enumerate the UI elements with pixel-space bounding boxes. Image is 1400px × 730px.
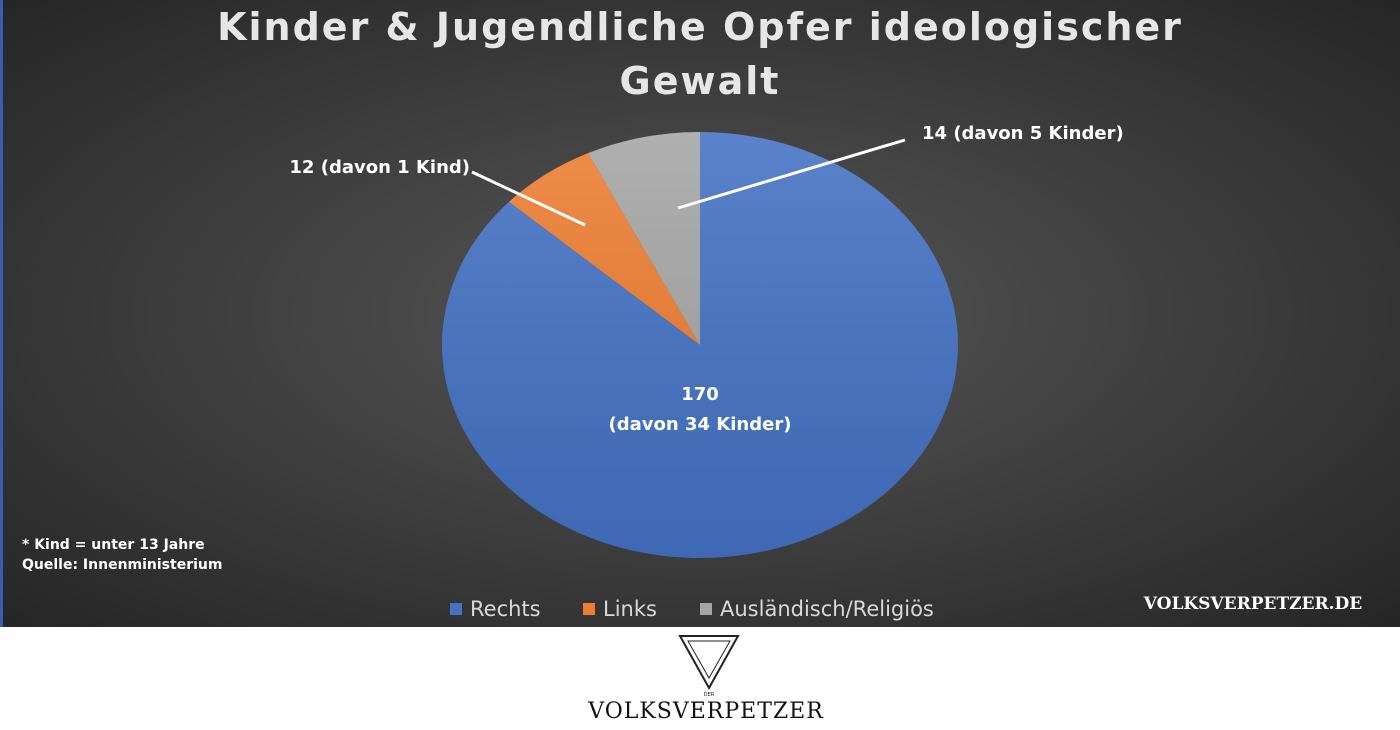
logo-text: VOLKSVERPETZER bbox=[587, 699, 824, 724]
note: * Kind = unter 13 Jahre bbox=[22, 537, 205, 553]
logo-triangle bbox=[678, 635, 740, 691]
chart-title: Kinder & Jugendliche Opfer ideologischer… bbox=[217, 5, 1183, 103]
watermark: VOLKSVERPETZER.DE bbox=[1143, 594, 1363, 614]
pie bbox=[441, 132, 958, 559]
legend-swatch bbox=[450, 603, 462, 615]
legend-swatch bbox=[583, 603, 595, 615]
data-label: 170 (davon 34 Kinder) bbox=[608, 384, 792, 435]
legend-swatch bbox=[700, 603, 712, 615]
data-label: 12 (davon 1 Kind) bbox=[289, 157, 470, 178]
logo-triangle-inner bbox=[687, 640, 731, 680]
legend-label: Ausländisch/Religiös bbox=[720, 597, 934, 621]
data-label: 14 (davon 5 Kinder) bbox=[922, 123, 1124, 144]
legend-label: Links bbox=[603, 597, 657, 621]
edge bbox=[0, 0, 3, 627]
note: Quelle: Innenministerium bbox=[22, 557, 223, 573]
logo-mark: DER bbox=[704, 692, 715, 698]
legend-label: Rechts bbox=[470, 597, 541, 621]
leader-line bbox=[677, 138, 906, 210]
leader-line bbox=[471, 170, 586, 227]
